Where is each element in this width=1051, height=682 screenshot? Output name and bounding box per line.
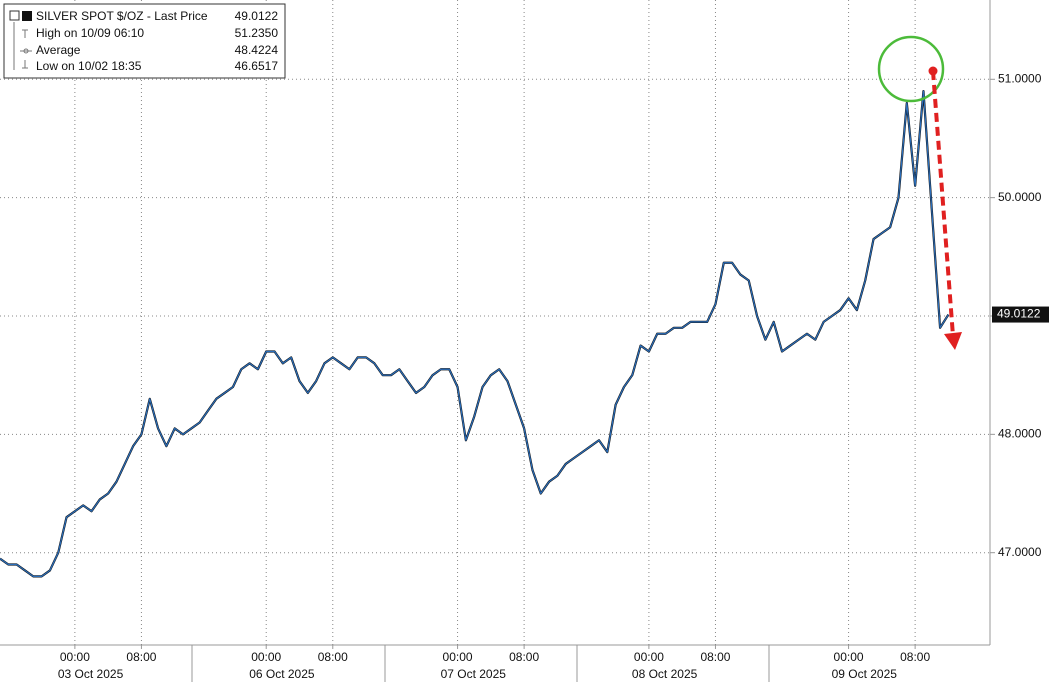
legend-value: 46.6517 <box>235 59 279 73</box>
line <box>0 90 949 577</box>
legend-swatch <box>22 11 32 21</box>
badge-box <box>992 306 1049 323</box>
arrow-head <box>944 332 962 350</box>
x-date-label: 06 Oct 2025 <box>249 667 315 681</box>
x-date-label: 03 Oct 2025 <box>58 667 124 681</box>
x-tick-label: 00:00 <box>634 650 664 664</box>
y-tick-label: 48.0000 <box>998 427 1042 441</box>
arrow-shaft <box>931 70 955 337</box>
arrow-dot <box>928 66 938 76</box>
legend: SILVER SPOT $/OZ - Last Price 49.0122 Hi… <box>3 3 286 79</box>
legend-box <box>3 3 286 79</box>
legend-label: Average <box>36 43 81 57</box>
highlight-circle <box>877 35 945 103</box>
last-price-badge: 49.0122 <box>992 306 1049 323</box>
badge-label: 49.0122 <box>997 307 1041 321</box>
x-tick-label: 08:00 <box>318 650 348 664</box>
x-tick-label: 08:00 <box>700 650 730 664</box>
legend-value: 48.4224 <box>235 43 279 57</box>
legend-glyphs <box>13 22 32 70</box>
legend-label: Low on 10/02 18:35 <box>36 59 142 73</box>
x-tick-label: 00:00 <box>443 650 473 664</box>
x-tick-label: 00:00 <box>834 650 864 664</box>
y-tick-label: 51.0000 <box>998 71 1042 85</box>
x-date-label: 09 Oct 2025 <box>832 667 898 681</box>
y-tick-label: 47.0000 <box>998 545 1042 559</box>
legend-label: High on 10/09 06:10 <box>36 26 144 40</box>
day-separators <box>191 645 770 682</box>
x-tick-label: 08:00 <box>509 650 539 664</box>
legend-title: SILVER SPOT $/OZ - Last Price <box>36 9 208 23</box>
x-tick-label: 08:00 <box>126 650 156 664</box>
x-tick-label: 00:00 <box>60 650 90 664</box>
x-tick-label: 00:00 <box>251 650 281 664</box>
x-date-label: 08 Oct 2025 <box>632 667 698 681</box>
legend-value: 51.2350 <box>235 26 279 40</box>
x-date-label: 07 Oct 2025 <box>441 667 507 681</box>
y-tick-label: 50.0000 <box>998 190 1042 204</box>
legend-last-price: 49.0122 <box>235 9 279 23</box>
legend-icon <box>9 10 20 21</box>
x-tick-label: 08:00 <box>900 650 930 664</box>
